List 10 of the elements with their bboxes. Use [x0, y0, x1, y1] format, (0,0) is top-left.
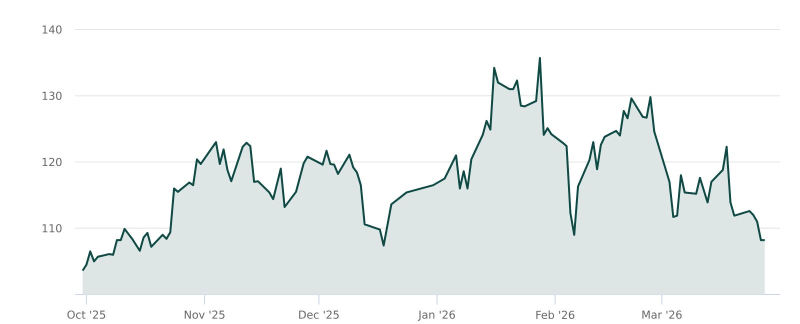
- x-tick-label: Dec '25: [299, 310, 339, 319]
- y-tick-label: 110: [42, 224, 62, 232]
- y-tick-label: 140: [42, 25, 62, 34]
- x-tick-label: Mar '26: [642, 310, 682, 319]
- x-tick-label: Feb '26: [536, 310, 574, 319]
- y-tick-label: 120: [42, 158, 62, 166]
- y-tick-label: 130: [42, 92, 62, 100]
- x-tick-label: Oct '25: [67, 310, 106, 319]
- x-tick-label: Nov '25: [184, 310, 224, 319]
- x-tick-label: Jan '26: [418, 310, 455, 321]
